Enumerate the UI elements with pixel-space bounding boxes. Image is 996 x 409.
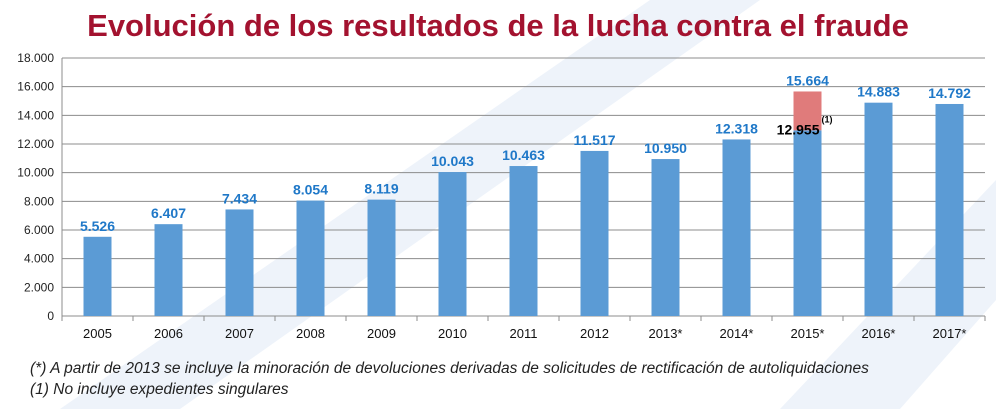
x-tick-label: 2006 xyxy=(154,326,183,341)
data-label: 8.119 xyxy=(364,181,398,197)
x-tick-label: 2014* xyxy=(720,326,754,341)
x-tick-label: 2009 xyxy=(367,326,396,341)
bar xyxy=(722,139,751,316)
data-label: 10.463 xyxy=(502,147,545,163)
x-tick-label: 2005 xyxy=(83,326,112,341)
data-label: 14.792 xyxy=(928,85,971,101)
y-tick-label: 6.000 xyxy=(24,223,54,237)
bar xyxy=(367,199,396,316)
x-tick-label: 2015* xyxy=(791,326,825,341)
bar xyxy=(793,130,822,316)
y-tick-label: 8.000 xyxy=(24,194,54,208)
x-tick-label: 2013* xyxy=(649,326,683,341)
x-tick-label: 2012 xyxy=(580,326,609,341)
bar xyxy=(864,102,893,316)
bar xyxy=(225,209,254,316)
x-tick-label: 2007 xyxy=(225,326,254,341)
chart-title: Evolución de los resultados de la lucha … xyxy=(87,8,909,43)
x-tick-label: 2011 xyxy=(510,326,538,341)
x-tick-label: 2010 xyxy=(438,326,467,341)
x-tick-label: 2017* xyxy=(933,326,967,341)
y-tick-label: 2.000 xyxy=(24,280,54,294)
y-tick-label: 16.000 xyxy=(17,80,54,94)
data-label: 8.054 xyxy=(293,182,328,198)
bar xyxy=(438,172,467,316)
y-tick-label: 18.000 xyxy=(17,51,54,65)
data-label: 12.318 xyxy=(715,120,758,136)
bar-excluded-segment xyxy=(793,91,822,131)
footnote-2: (1) No incluye expedientes singulares xyxy=(30,381,289,398)
data-label: 14.883 xyxy=(857,84,900,100)
footnote-1: (*) A partir de 2013 se incluye la minor… xyxy=(30,360,869,377)
x-tick-label: 2016* xyxy=(862,326,896,341)
data-label: 6.407 xyxy=(151,205,186,221)
y-tick-label: 10.000 xyxy=(17,166,54,180)
y-tick-label: 0 xyxy=(47,309,54,323)
bar xyxy=(296,200,325,316)
y-tick-label: 4.000 xyxy=(24,252,54,266)
annotation-label: 12.955 xyxy=(777,121,820,137)
bar xyxy=(580,150,609,316)
bar xyxy=(154,224,183,316)
y-tick-label: 12.000 xyxy=(17,137,54,151)
data-label: 7.434 xyxy=(222,190,257,206)
data-label: 15.664 xyxy=(786,72,829,88)
bar xyxy=(509,166,538,316)
y-tick-label: 14.000 xyxy=(17,108,54,122)
bar xyxy=(651,159,680,316)
bar xyxy=(935,103,964,317)
data-label: 5.526 xyxy=(80,218,115,234)
data-label: 10.950 xyxy=(644,140,687,156)
annotation-superscript: (1) xyxy=(822,114,833,124)
data-label: 11.517 xyxy=(573,132,615,148)
bar xyxy=(83,236,112,316)
x-tick-label: 2008 xyxy=(296,326,325,341)
data-label: 10.043 xyxy=(431,153,474,169)
